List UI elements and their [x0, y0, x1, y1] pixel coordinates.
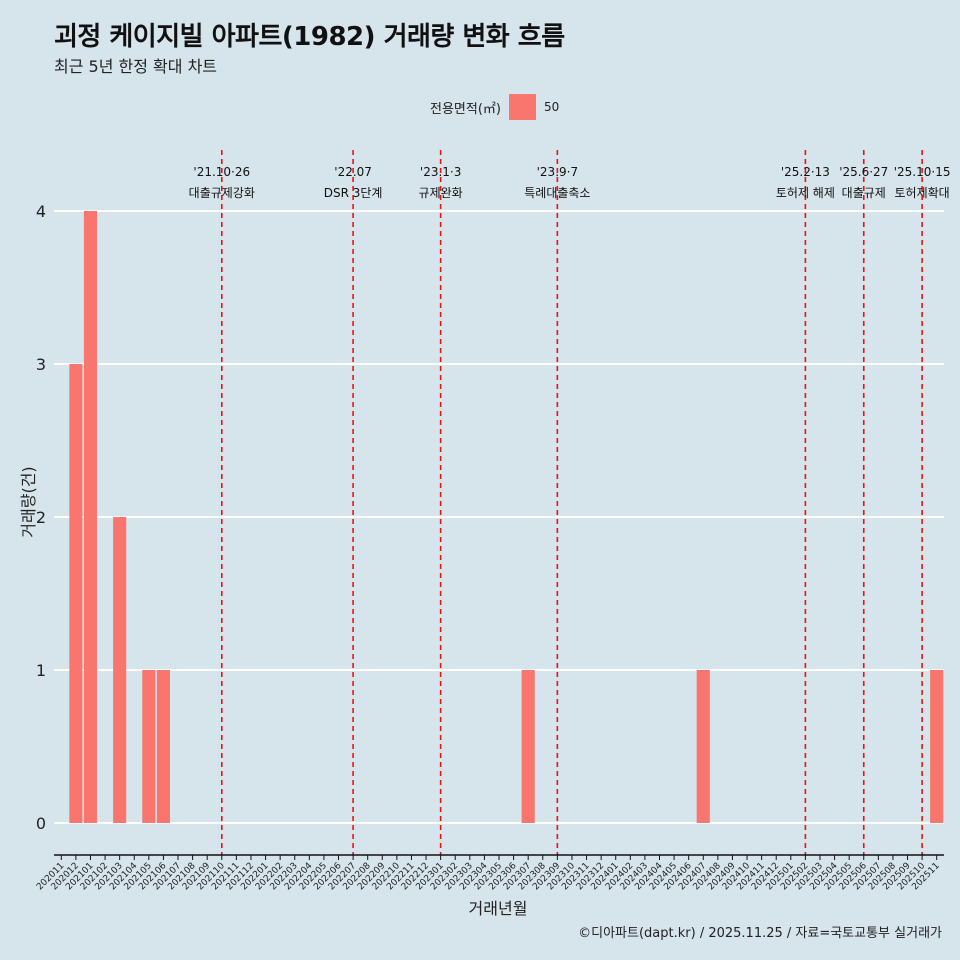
legend-key-50 [508, 94, 536, 120]
bar-202101 [83, 211, 98, 823]
event-label-202110: 대출규제강화 [189, 186, 255, 200]
event-date-202207: '22.07 [334, 165, 372, 179]
bar-202105 [142, 670, 156, 823]
event-label-202506: 대출규제 [842, 186, 886, 200]
legend-item-label: 50 [543, 100, 560, 114]
event-label-202207: DSR 3단계 [324, 186, 383, 200]
event-date-202301: '23.1·3 [420, 165, 461, 179]
event-label-202502: 토허제 해제 [776, 186, 835, 200]
event-date-202502: '25.2·13 [781, 165, 830, 179]
event-date-202506: '25.6·27 [839, 165, 888, 179]
y-tick-label-1: 1 [36, 661, 46, 680]
y-axis: 0 1 2 3 4 [36, 202, 46, 833]
event-date-202309: '23.9·7 [537, 165, 578, 179]
event-lines [220, 150, 923, 855]
event-label-202309: 특례대출축소 [524, 186, 590, 200]
bar-202407 [696, 670, 710, 823]
event-date-202110: '21.10·26 [193, 165, 250, 179]
y-tick-label-0: 0 [36, 814, 46, 833]
event-date-202510: '25.10·15 [894, 165, 951, 179]
y-tick-label-3: 3 [36, 355, 46, 374]
chart-title: 괴정 케이지빌 아파트(1982) 거래량 변화 흐름 [54, 22, 565, 52]
y-tick-label-2: 2 [36, 508, 46, 527]
legend: 전용면적(㎡) 50 [430, 94, 559, 120]
bar-202307 [521, 670, 535, 823]
bar-202106 [156, 670, 170, 823]
chart-subtitle: 최근 5년 한정 확대 차트 [54, 57, 218, 76]
event-label-202510: 토허제확대 [895, 186, 950, 200]
bar-202103 [113, 517, 127, 823]
caption: ©디아파트(dapt.kr) / 2025.11.25 / 자료=국토교통부 실… [578, 926, 942, 941]
bar-202012 [69, 364, 83, 823]
x-axis: 2020112020122021012021022021032021042021… [35, 854, 944, 892]
bars [69, 211, 944, 823]
y-axis-title: 거래량(건) [19, 466, 38, 537]
bar-202511 [930, 670, 944, 823]
y-tick-label-4: 4 [36, 202, 46, 221]
legend-title: 전용면적(㎡) [430, 101, 501, 117]
x-axis-title: 거래년월 [469, 899, 528, 918]
event-annotations: '21.10·26 대출규제강화 '22.07 DSR 3단계 '23.1·3 규제완화 '… [189, 165, 951, 200]
event-label-202301: 규제완화 [419, 186, 463, 200]
gridlines [54, 210, 944, 824]
